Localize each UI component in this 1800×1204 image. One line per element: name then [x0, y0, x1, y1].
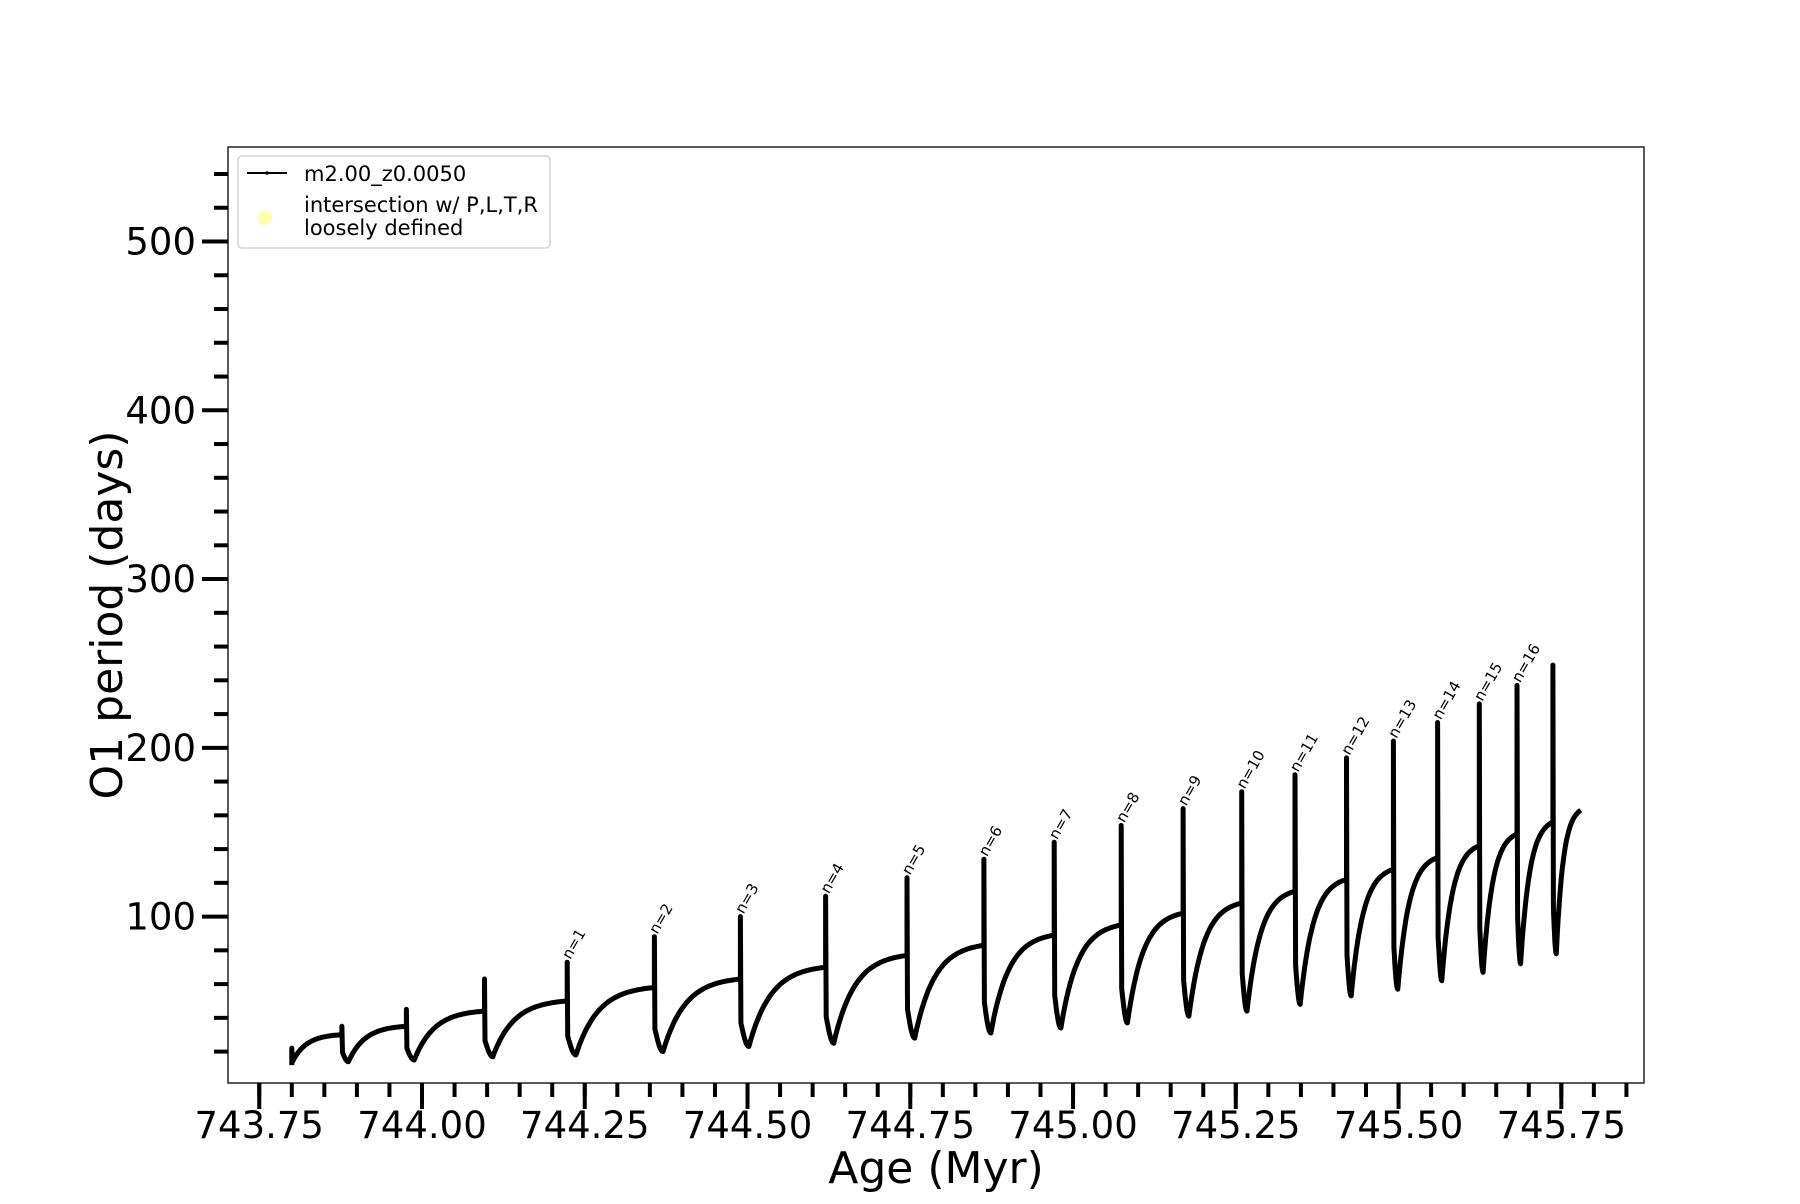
x-tick-label: 745.25 [1171, 1104, 1300, 1147]
pulse-label: n=7 [1045, 806, 1076, 842]
x-tick-label: 745.75 [1497, 1104, 1626, 1147]
legend-intersection-marker [257, 210, 273, 226]
x-tick-label: 744.50 [683, 1104, 812, 1147]
axis-ticks: 743.75 744.00 744.25 744.50 744.75 745.00 745.… [125, 172, 1629, 1147]
pulse-label: n=8 [1112, 789, 1143, 825]
legend-frame [237, 155, 551, 249]
pulse-label: n=1 [558, 926, 589, 962]
pulse-label: n=4 [817, 860, 848, 896]
pulse-label: n=5 [898, 841, 929, 877]
pulse-label: n=14 [1428, 678, 1464, 723]
y-tick-label: 500 [125, 221, 196, 264]
pulse-label: n=12 [1337, 713, 1373, 758]
pulse-label: n=15 [1470, 659, 1506, 704]
series-line [289, 662, 1583, 1066]
legend-dot-marker [265, 171, 269, 175]
pulse-label: n=3 [731, 880, 762, 916]
plot-frame [227, 146, 1645, 1084]
x-tick-label: 744.25 [520, 1104, 649, 1147]
pulse-label: n=11 [1286, 730, 1322, 775]
y-tick-label: 100 [125, 896, 196, 939]
pulse-label: n=2 [645, 900, 676, 936]
legend-label-series: m2.00_z0.0050 [304, 162, 466, 187]
y-tick-label: 300 [125, 558, 196, 601]
pulse-label: n=16 [1508, 641, 1544, 686]
x-tick-label: 744.75 [846, 1104, 975, 1147]
y-tick-label: 200 [125, 727, 196, 770]
pulse-label: n=13 [1384, 696, 1420, 741]
legend: m2.00_z0.0050 intersection w/ P,L,T,R lo… [237, 155, 551, 249]
x-tick-label: 745.50 [1334, 1104, 1463, 1147]
y-axis-label: O1 period (days) [82, 431, 133, 800]
x-tick-label: 744.00 [357, 1104, 486, 1147]
legend-label-intersection-2: loosely defined [304, 216, 463, 240]
y-tick-label: 400 [125, 389, 196, 432]
series-path-m2.00_z0.0050 [289, 662, 1583, 1066]
pulse-label: n=10 [1233, 747, 1269, 792]
pulse-label: n=9 [1174, 772, 1205, 808]
x-tick-label: 743.75 [195, 1104, 324, 1147]
pulse-label: n=6 [975, 823, 1006, 859]
legend-label-intersection-1: intersection w/ P,L,T,R [304, 193, 538, 217]
x-tick-label: 745.00 [1008, 1104, 1137, 1147]
x-axis-label: Age (Myr) [828, 1143, 1044, 1194]
